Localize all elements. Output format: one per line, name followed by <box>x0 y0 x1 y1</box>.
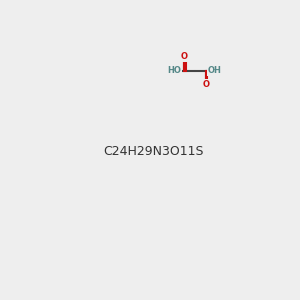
Text: O: O <box>202 80 209 89</box>
Text: O: O <box>181 52 188 61</box>
Text: C24H29N3O11S: C24H29N3O11S <box>103 145 204 158</box>
Text: OH: OH <box>208 66 222 75</box>
Text: HO: HO <box>168 66 182 75</box>
